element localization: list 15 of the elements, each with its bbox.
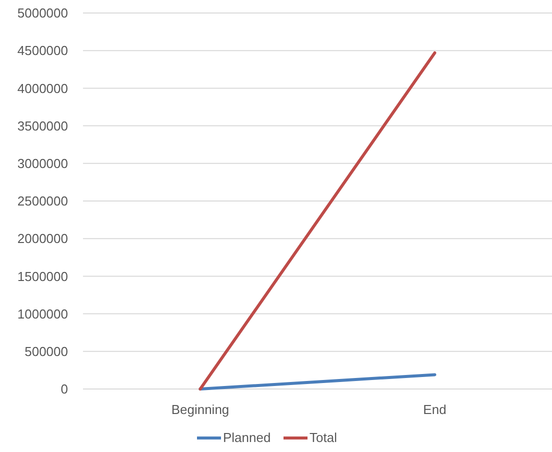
y-tick-label: 2000000: [17, 231, 68, 246]
legend-label: Total: [310, 430, 338, 445]
y-tick-label: 1500000: [17, 268, 68, 284]
y-tick-label: 1000000: [17, 306, 68, 322]
x-tick-label: End: [423, 402, 446, 417]
y-tick-label: 2500000: [17, 194, 68, 209]
y-tick-label: 4500000: [17, 43, 68, 58]
y-tick-label: 5000000: [17, 6, 68, 21]
y-tick-label: 4000000: [17, 80, 68, 96]
y-tick-label: 3500000: [17, 118, 68, 134]
x-tick-label: Beginning: [171, 402, 230, 417]
legend-label: Planned: [223, 430, 271, 445]
y-tick-label: 0: [60, 382, 68, 397]
y-tick-label: 500000: [24, 344, 68, 359]
y-tick-label: 3000000: [17, 156, 68, 171]
